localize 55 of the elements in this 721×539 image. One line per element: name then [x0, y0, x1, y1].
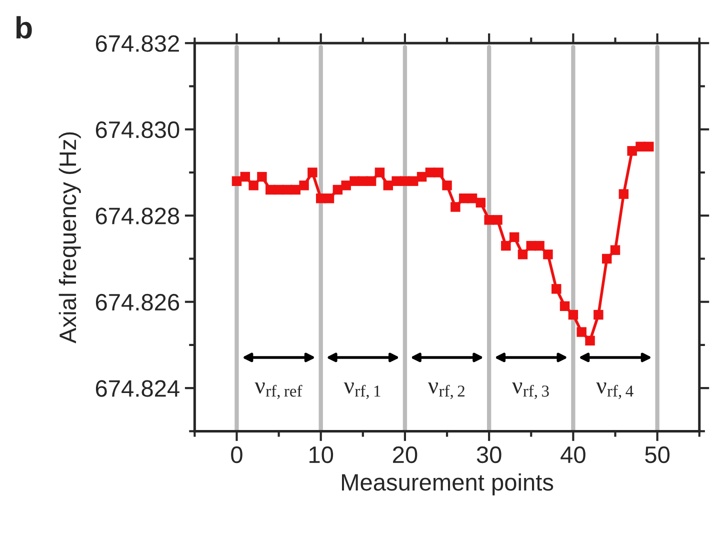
text: b — [16, 16, 32, 39]
point — [518, 250, 528, 260]
annotation: ν$_{rf,2}$ — [428, 382, 464, 400]
x-axis-title: Measurement points — [342, 473, 554, 496]
point — [610, 245, 620, 255]
x-tick-label: 20 — [393, 446, 418, 464]
point — [299, 180, 309, 190]
y-tick-label: 674.832 — [96, 35, 179, 52]
x-tick-label: 50 — [645, 446, 670, 464]
point — [450, 202, 460, 212]
point — [560, 301, 570, 312]
point — [552, 284, 562, 294]
y-tick-label: 674.828 — [96, 208, 180, 224]
y-tick-label: 674.826 — [96, 294, 180, 311]
x-tick-label: 10 — [310, 446, 334, 464]
y-axis-title: Axial frequency (Hz) — [58, 132, 81, 344]
point — [476, 198, 486, 208]
y-tick-label: 674.824 — [96, 380, 180, 397]
point — [341, 180, 351, 190]
y-tick-label: 674.830 — [96, 121, 180, 138]
point — [492, 215, 502, 225]
point — [618, 189, 629, 199]
point — [602, 254, 612, 264]
point — [627, 146, 637, 156]
point — [568, 310, 578, 320]
x-tick-label: 0 — [231, 446, 242, 464]
x-tick-label: 30 — [476, 446, 502, 464]
point — [324, 193, 334, 204]
point — [585, 336, 595, 346]
point — [366, 176, 376, 186]
point — [408, 176, 418, 186]
point — [232, 176, 242, 186]
annotation: ν$_{rf,3}$ — [512, 382, 549, 400]
annotation: ν$_{rf,ref}$ — [254, 382, 302, 400]
point — [543, 250, 553, 260]
point — [240, 172, 250, 182]
point — [576, 327, 586, 337]
point — [442, 180, 452, 190]
point — [374, 168, 385, 178]
point — [644, 142, 654, 152]
point — [594, 310, 604, 320]
point — [509, 232, 520, 242]
point — [467, 193, 478, 204]
point — [383, 180, 393, 190]
annotation: ν$_{rf,4}$ — [596, 382, 634, 400]
point — [248, 180, 258, 190]
point — [416, 172, 427, 182]
x-tick-label: 40 — [560, 446, 586, 464]
point — [434, 168, 444, 178]
point — [290, 184, 300, 195]
annotation: ν$_{rf,1}$ — [344, 382, 380, 400]
point — [308, 168, 318, 178]
point — [501, 240, 511, 251]
point — [534, 240, 544, 251]
point — [257, 172, 267, 182]
